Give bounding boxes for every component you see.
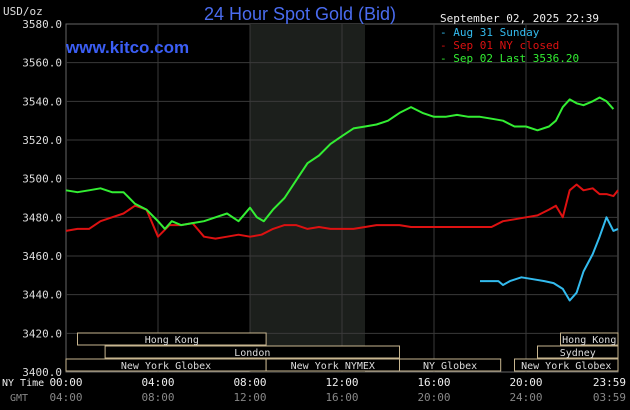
y-tick-label: 3540.0 <box>22 95 62 108</box>
legend-swatch: - <box>440 26 454 39</box>
legend-swatch: - <box>440 39 454 52</box>
highlight-band <box>250 24 365 372</box>
session-box <box>514 358 619 372</box>
y-tick-label: 3560.0 <box>22 57 62 70</box>
x-tick-label-gmt: 24:00 <box>509 391 542 404</box>
series-line-2 <box>65 96 615 230</box>
legend-item-sep01: - Sep 01 NY closed <box>440 39 559 52</box>
x-tick-label-gmt: 12:00 <box>233 391 266 404</box>
series-line-0 <box>480 216 619 302</box>
session-box <box>104 345 400 359</box>
legend-item-aug31: - Aug 31 Sunday <box>440 26 539 39</box>
x-tick-label-ny: 00:00 <box>49 376 82 389</box>
session-box <box>399 358 502 372</box>
brand-link[interactable]: www.kitco.com <box>66 38 190 57</box>
y-tick-label: 3460.0 <box>22 250 62 263</box>
legend-swatch: - <box>440 52 454 65</box>
legend-item-sep02: - Sep 02 Last 3536.20 <box>440 52 579 65</box>
x-tick-label-ny: 08:00 <box>233 376 266 389</box>
x-tick-label-ny: 23:59 <box>593 376 626 389</box>
x-tick-label-ny: 16:00 <box>417 376 450 389</box>
session-label: New York Globex <box>121 361 211 372</box>
x-tick-label-gmt: 20:00 <box>417 391 450 404</box>
timestamp: September 02, 2025 22:39 <box>440 12 599 25</box>
x-tick-label-gmt: 03:59 <box>593 391 626 404</box>
y-axis-unit: USD/oz <box>3 5 43 18</box>
session-label: Hong Kong <box>562 335 616 346</box>
y-tick-label: 3520.0 <box>22 134 62 147</box>
ny-time-label: NY Time <box>2 378 44 389</box>
session-box <box>537 345 619 359</box>
x-tick-label-ny: 04:00 <box>141 376 174 389</box>
y-tick-label: 3480.0 <box>22 211 62 224</box>
x-tick-label-gmt: 16:00 <box>325 391 358 404</box>
chart-title: 24 Hour Spot Gold (Bid) <box>203 4 397 24</box>
y-tick-label: 3580.0 <box>22 18 62 31</box>
legend-label: Aug 31 Sunday <box>453 26 540 39</box>
legend-label: Sep 02 Last 3536.20 <box>453 52 580 65</box>
y-tick-label: 3440.0 <box>22 289 62 302</box>
session-label: Sydney <box>560 348 596 359</box>
session-box <box>560 332 619 346</box>
x-tick-label-gmt: 08:00 <box>141 391 174 404</box>
session-label: Hong Kong <box>145 335 199 346</box>
x-tick-label-ny: 12:00 <box>325 376 358 389</box>
session-label: London <box>234 348 270 359</box>
y-tick-label: 3420.0 <box>22 327 62 340</box>
x-tick-label-ny: 20:00 <box>509 376 542 389</box>
session-box <box>77 332 267 346</box>
session-label: NY Globex <box>423 361 477 372</box>
y-tick-label: 3400.0 <box>22 366 62 379</box>
session-label: New York Globex <box>521 361 611 372</box>
x-tick-label-gmt: 04:00 <box>49 391 82 404</box>
session-label: New York NYMEX <box>291 361 375 372</box>
y-tick-label: 3500.0 <box>22 173 62 186</box>
legend-label: Sep 01 NY closed <box>453 39 560 52</box>
gmt-label: GMT <box>10 393 28 404</box>
